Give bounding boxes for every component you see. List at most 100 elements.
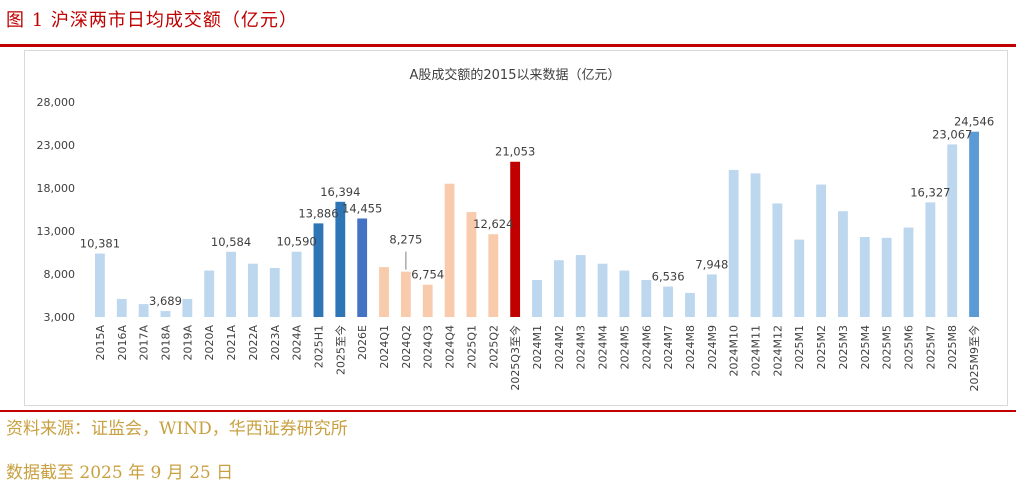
- bar-2021A: [226, 251, 236, 317]
- bar-2024M6: [641, 280, 652, 317]
- source-note: 资料来源：证监会，WIND，华西证券研究所: [6, 419, 348, 439]
- bar-2025至今: [335, 201, 346, 317]
- bottom-divider: [0, 410, 1016, 412]
- x-tick-label: 2025至今: [333, 325, 347, 375]
- x-tick-label: 2025M4: [859, 325, 872, 369]
- x-tick-label: 2025M2: [815, 325, 828, 369]
- x-tick-label: 2025M5: [881, 325, 894, 369]
- x-tick-label: 2025M9至今: [967, 325, 981, 391]
- data-label: 21,053: [495, 145, 535, 159]
- x-tick-label: 2025M6: [903, 325, 916, 369]
- x-tick-label: 2024Q2: [400, 325, 413, 369]
- data-label: 13,886: [298, 206, 338, 220]
- x-tick-label: 2024Q3: [422, 325, 435, 369]
- data-label: 6,754: [411, 268, 444, 282]
- bar-2025M5: [881, 237, 892, 317]
- chart-title: A股成交额的2015以来数据（亿元）: [410, 67, 621, 83]
- bar-2024M3: [575, 255, 586, 317]
- x-tick-label: 2024M11: [750, 325, 763, 376]
- data-label: 16,394: [320, 185, 360, 199]
- bar-2025Q2: [488, 234, 499, 317]
- bar-2024M7: [663, 286, 674, 317]
- bar-2024Q2: [400, 271, 411, 317]
- bar-chart: A股成交额的2015以来数据（亿元） 3,000 8,000 13,000 18,00…: [37, 67, 995, 392]
- chart-frame: A股成交额的2015以来数据（亿元） 3,000 8,000 13,000 18,00…: [24, 50, 1008, 406]
- data-label: 6,536: [652, 270, 685, 284]
- x-tick-label: 2019A: [181, 325, 194, 361]
- figure-title: 图 1 沪深两市日均成交额（亿元）: [6, 10, 298, 31]
- x-axis: 2015A 2016A 2017A 2018A 2019A 2020A 2021A 2022A…: [94, 325, 981, 392]
- data-label: 3,689: [149, 294, 182, 308]
- data-label: 14,455: [342, 201, 382, 215]
- bar-2025Q1: [466, 212, 477, 317]
- bar-2024M8: [685, 292, 695, 317]
- bar-2025M3: [838, 211, 848, 317]
- x-tick-label: 2021A: [225, 325, 238, 361]
- bar-2017A: [138, 304, 149, 317]
- data-label: 7,948: [695, 257, 728, 271]
- bar-2024M4: [597, 263, 608, 317]
- x-tick-label: 2018A: [159, 325, 172, 361]
- date-note: 数据截至 2025 年 9 月 25 日: [6, 463, 234, 483]
- x-tick-label: 2026E: [356, 325, 369, 360]
- data-label: 10,590: [276, 235, 316, 249]
- x-tick-label: 2024M1: [531, 325, 544, 369]
- data-label: 10,584: [211, 235, 251, 249]
- y-tick-label: 23,000: [37, 139, 76, 152]
- x-tick-label: 2024M7: [662, 325, 675, 369]
- bar-2022A: [247, 263, 258, 317]
- bar-2024M2: [553, 260, 564, 317]
- bar-2026E: [357, 218, 368, 317]
- x-tick-label: 2025M3: [837, 325, 850, 369]
- x-tick-label: 2024M3: [575, 325, 588, 369]
- bar-2025M8: [947, 144, 958, 317]
- bar-2025M2: [816, 184, 827, 317]
- y-tick-label: 18,000: [37, 182, 76, 195]
- x-tick-label: 2023A: [269, 325, 282, 361]
- y-axis: 3,000 8,000 13,000 18,000 23,000 28,000: [37, 96, 76, 324]
- x-tick-label: 2015A: [94, 325, 107, 361]
- data-label: 23,067: [932, 127, 972, 141]
- x-tick-label: 2017A: [138, 325, 151, 361]
- bar-2015A: [95, 253, 105, 317]
- x-tick-label: 2024M8: [684, 325, 697, 369]
- bar-2024M1: [532, 280, 542, 317]
- x-tick-label: 2024M6: [640, 325, 653, 369]
- bar-2018A: [160, 311, 171, 317]
- x-tick-label: 2022A: [247, 325, 260, 361]
- y-tick-label: 8,000: [44, 268, 76, 281]
- bar-2024Q1: [379, 267, 389, 317]
- bar-2024M12: [772, 203, 783, 317]
- x-tick-label: 2024Q4: [444, 325, 457, 369]
- x-tick-label: 2025M7: [924, 325, 937, 369]
- bar-2025H1: [313, 223, 324, 317]
- bar-2023A: [269, 267, 280, 317]
- bar-series: [95, 131, 979, 317]
- data-label: 12,624: [473, 217, 513, 231]
- x-tick-label: 2024M2: [553, 325, 566, 369]
- bar-2019A: [182, 298, 193, 317]
- x-tick-label: 2024M4: [597, 325, 610, 369]
- y-tick-label: 13,000: [37, 225, 76, 238]
- data-label: 16,327: [910, 185, 950, 199]
- y-tick-label: 28,000: [37, 96, 76, 109]
- x-tick-label: 2025M1: [793, 325, 806, 369]
- bar-2024M5: [619, 270, 630, 317]
- bar-2024M10: [728, 169, 739, 317]
- data-label: 10,381: [80, 237, 120, 251]
- x-tick-label: 2016A: [116, 325, 129, 361]
- x-tick-label: 2024M9: [706, 325, 719, 369]
- x-tick-label: 2024Q1: [378, 325, 391, 369]
- bar-2025M7: [925, 202, 936, 317]
- x-tick-label: 2025Q3至今: [508, 325, 522, 391]
- bar-2024Q3: [422, 284, 433, 317]
- bar-2024A: [291, 251, 302, 317]
- x-tick-label: 2025M8: [946, 325, 959, 369]
- x-tick-label: 2024M10: [728, 325, 741, 376]
- bar-2025M6: [903, 227, 914, 317]
- x-tick-label: 2020A: [203, 325, 216, 361]
- data-label: 24,546: [954, 115, 994, 129]
- bar-2024M9: [706, 274, 717, 317]
- bar-2020A: [204, 270, 215, 317]
- bar-2025M1: [794, 239, 805, 317]
